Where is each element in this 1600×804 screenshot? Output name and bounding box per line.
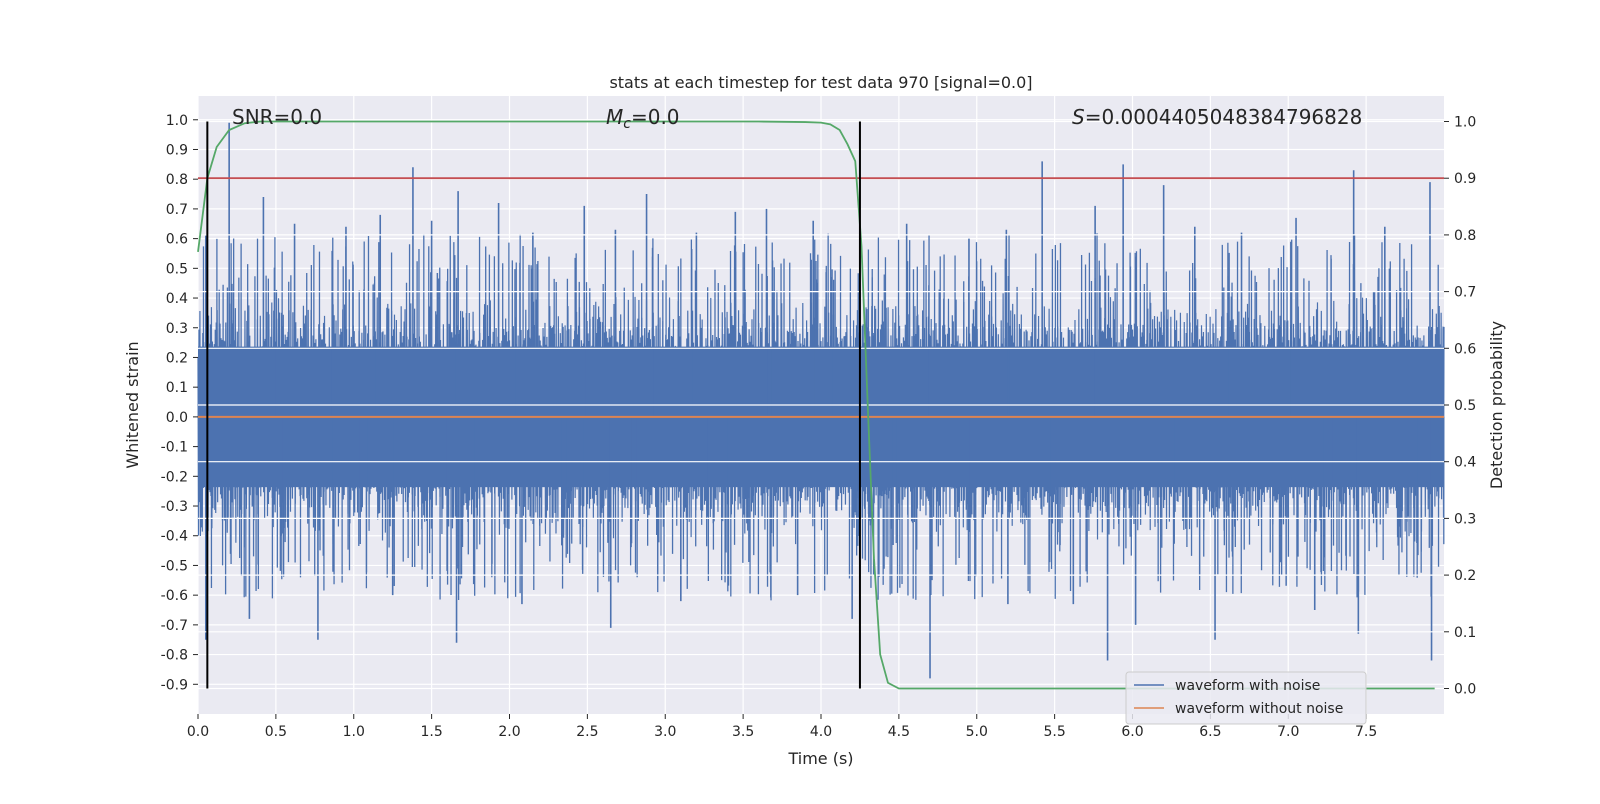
y-left-tick-label: -0.8 (161, 648, 188, 664)
x-tick-label: 6.5 (1199, 724, 1221, 740)
mc-subscript: c (623, 116, 631, 132)
y-left-tick-label: 0.9 (166, 142, 188, 158)
y-right-tick-label: 0.2 (1454, 568, 1476, 584)
x-tick-label: 0.5 (265, 724, 287, 740)
y-right-tick-label: 0.3 (1454, 511, 1476, 527)
x-tick-label: 0.0 (187, 724, 209, 740)
x-tick-label: 2.0 (498, 724, 520, 740)
y-right-tick-label: 0.9 (1454, 171, 1476, 187)
y-left-tick-label: -0.9 (161, 677, 188, 693)
y-right-tick-label: 1.0 (1454, 115, 1476, 131)
x-tick-label: 3.5 (732, 724, 754, 740)
snr-annotation: SNR=0.0 (232, 105, 322, 129)
series-layer (197, 120, 1445, 690)
y-right-tick-label: 0.8 (1454, 228, 1476, 244)
chart-title: stats at each timestep for test data 970… (609, 73, 1032, 92)
mc-annotation: Mc=0.0 (606, 105, 680, 132)
y-left-tick-label: -0.3 (161, 499, 188, 515)
y-left-tick-label: -0.2 (161, 469, 188, 485)
x-tick-label: 5.0 (966, 724, 988, 740)
y-right-tick-label: 0.4 (1454, 455, 1476, 471)
y-left-tick-label: -0.6 (161, 588, 188, 604)
detection-probability-line (197, 120, 1435, 690)
y-left-tick-label: 0.8 (166, 172, 188, 188)
s-symbol: S (1072, 105, 1085, 129)
y-right-tick-label: 0.0 (1454, 681, 1476, 697)
y-left-tick-label: 0.6 (166, 232, 188, 248)
left-y-axis-label: Whitened strain (123, 341, 142, 468)
y-left-tick-label: -0.1 (161, 440, 188, 456)
x-tick-label: 2.5 (576, 724, 598, 740)
s-value: =0.00044050483847968​28 (1085, 105, 1363, 129)
y-right-tick-label: 0.5 (1454, 398, 1476, 414)
y-left-tick-label: -0.4 (161, 529, 188, 545)
legend-box (1125, 671, 1367, 725)
x-tick-label: 1.0 (343, 724, 365, 740)
y-left-tick-label: 0.4 (166, 291, 188, 307)
y-left-tick-label: -0.5 (161, 558, 188, 574)
y-right-tick-label: 0.6 (1454, 341, 1476, 357)
y-left-tick-label: 1.0 (166, 113, 188, 129)
y-right-tick-label: 0.7 (1454, 285, 1476, 301)
legend: waveform with noise waveform without noi… (1125, 671, 1367, 725)
y-left-tick-label: -0.7 (161, 618, 188, 634)
s-annotation: S=0.00044050483847968​28 (1072, 105, 1362, 129)
y-right-tick-label: 0.1 (1454, 625, 1476, 641)
x-tick-label: 7.5 (1355, 724, 1377, 740)
x-tick-label: 1.5 (420, 724, 442, 740)
x-tick-label: 7.0 (1277, 724, 1299, 740)
y-left-tick-label: 0.1 (166, 380, 188, 396)
x-tick-label: 4.5 (888, 724, 910, 740)
y-left-tick-label: 0.0 (166, 410, 188, 426)
y-left-tick-label: 0.3 (166, 321, 188, 337)
right-y-axis-label: Detection probability (1487, 321, 1506, 489)
x-tick-label: 4.0 (810, 724, 832, 740)
legend-label-clean: waveform without noise (1175, 701, 1343, 717)
x-tick-label: 6.0 (1121, 724, 1143, 740)
legend-label-noise: waveform with noise (1175, 678, 1320, 694)
ticks-layer: 0.0 0.5 1.0 1.5 2.0 2.5 3.0 3.5 4.0 4.5 5.0 5.5 6.0 6… (161, 113, 1477, 740)
mc-symbol: M (606, 105, 623, 129)
x-axis-label: Time (s) (787, 749, 853, 768)
x-tick-label: 5.5 (1043, 724, 1065, 740)
y-left-tick-label: 0.2 (166, 350, 188, 366)
mc-value: =0.0 (631, 105, 680, 129)
y-left-tick-label: 0.7 (166, 202, 188, 218)
y-left-tick-label: 0.5 (166, 261, 188, 277)
x-tick-label: 3.0 (654, 724, 676, 740)
